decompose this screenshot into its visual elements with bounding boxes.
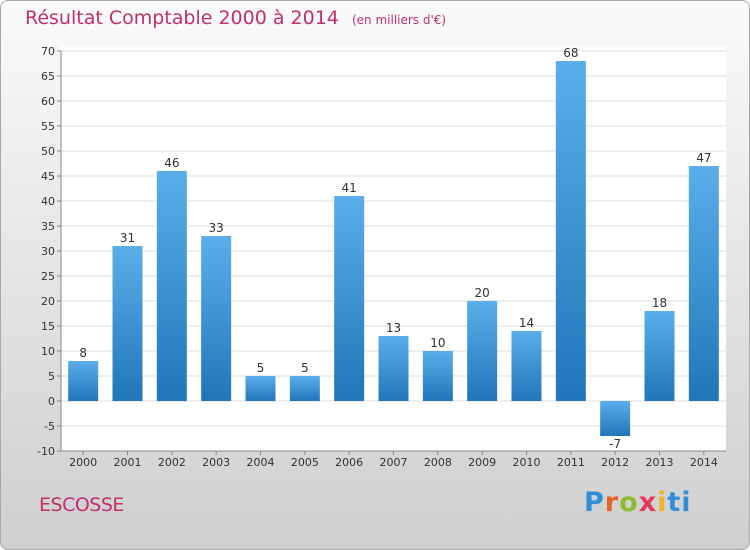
bar [289,376,320,401]
x-tick-label: 2006 [335,456,363,469]
data-label: 31 [120,231,135,245]
logo-letter: P [584,487,605,518]
y-tick-label: 40 [41,195,55,208]
chart-title: Résultat Comptable 2000 à 2014 [25,7,339,29]
chart-title-block: Résultat Comptable 2000 à 2014 (en milli… [25,7,446,29]
y-tick-label: -10 [37,445,55,458]
x-tick-label: 2013 [646,456,674,469]
y-tick-label: 50 [41,145,55,158]
data-label: 33 [209,221,224,235]
proxiti-logo: Proxiti [584,487,692,518]
bar [334,196,365,401]
y-tick-label: 15 [41,320,55,333]
x-tick-label: 2009 [468,456,496,469]
x-tick-label: 2000 [69,456,97,469]
x-tick-label: 2010 [513,456,541,469]
data-label: 47 [696,151,711,165]
bar [555,61,586,401]
bar [245,376,276,401]
data-label: 5 [257,361,265,375]
data-label: 8 [79,346,87,360]
bar [600,401,631,436]
x-tick-label: 2008 [424,456,452,469]
data-label: 46 [164,156,179,170]
y-tick-label: -5 [44,420,55,433]
chart-subtitle: (en milliers d'€) [351,13,447,27]
bar [511,331,542,401]
data-label: 5 [301,361,309,375]
x-tick-label: 2002 [158,456,186,469]
logo-letter: ti [667,487,692,518]
x-tick-label: 2012 [601,456,629,469]
logo-letter: x [638,487,658,518]
bar [688,166,719,401]
x-tick-label: 2014 [690,456,718,469]
data-label: 18 [652,296,667,310]
y-tick-label: 20 [41,295,55,308]
y-tick-label: 45 [41,170,55,183]
logo-letter: i [657,487,668,518]
bar [378,336,409,401]
bar [156,171,187,401]
y-tick-label: 5 [48,370,55,383]
x-tick-label: 2005 [291,456,319,469]
data-label: 14 [519,316,534,330]
x-tick-label: 2003 [202,456,230,469]
y-tick-label: 30 [41,245,55,258]
bar [467,301,498,401]
data-label: 41 [342,181,357,195]
y-tick-label: 55 [41,120,55,133]
data-label: 10 [430,336,445,350]
bar [68,361,99,401]
bar [201,236,232,401]
y-tick-label: 35 [41,220,55,233]
y-tick-label: 65 [41,70,55,83]
y-tick-label: 25 [41,270,55,283]
y-tick-label: 60 [41,95,55,108]
y-tick-label: 0 [48,395,55,408]
y-tick-label: 70 [41,45,55,58]
region-name: ESCOSSE [39,494,124,516]
x-tick-label: 2001 [114,456,142,469]
x-tick-label: 2007 [380,456,408,469]
data-label: 20 [475,286,490,300]
data-label: 13 [386,321,401,335]
x-tick-label: 2011 [557,456,585,469]
bar [644,311,675,401]
bar [112,246,143,401]
logo-letter: r [604,487,620,518]
logo-letter: o [619,487,639,518]
y-tick-label: 10 [41,345,55,358]
x-tick-label: 2004 [247,456,275,469]
bar [422,351,453,401]
data-label: -7 [609,437,621,451]
data-label: 68 [563,46,578,60]
